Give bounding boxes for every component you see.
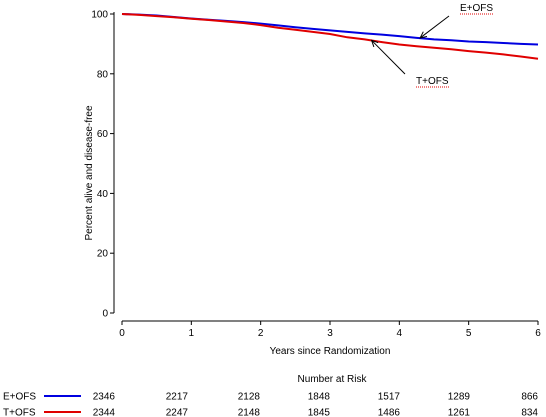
x-tick-label: 4 xyxy=(397,328,403,339)
risk-cell: 834 xyxy=(521,408,538,417)
risk-cell: 2148 xyxy=(238,408,261,417)
annotation-arrow-head xyxy=(419,31,428,39)
annotation-arrow-line xyxy=(371,39,406,75)
y-tick-label: 100 xyxy=(91,10,108,21)
risk-cell: 2346 xyxy=(93,392,116,403)
risk-cell: 2217 xyxy=(166,392,189,403)
x-axis-label: Years since Randomization xyxy=(270,346,391,357)
risk-cell: 2344 xyxy=(93,408,116,417)
risk-table-title: Number at Risk xyxy=(298,374,368,385)
series-lines xyxy=(121,13,539,60)
risk-row-name: E+OFS xyxy=(3,392,36,403)
annotation-arrow-line xyxy=(419,15,450,39)
y-tick-label: 60 xyxy=(97,129,109,140)
risk-cell: 1289 xyxy=(448,392,471,403)
x-tick-label: 5 xyxy=(466,328,472,339)
x-tick-label: 0 xyxy=(119,328,125,339)
risk-cell: 1848 xyxy=(308,392,331,403)
axes: 0 20 40 60 80 100 0 1 2 3 4 5 6 xyxy=(91,10,541,340)
y-tick-label: 40 xyxy=(97,189,109,200)
annotation-label: T+OFS xyxy=(416,76,449,87)
x-tick-label: 2 xyxy=(258,328,264,339)
x-tick-label: 1 xyxy=(189,328,195,339)
risk-cell: 866 xyxy=(521,392,538,403)
x-tick-label: 3 xyxy=(327,328,333,339)
annotation-arrow-head xyxy=(370,39,379,48)
risk-table: Number at Risk E+OFS 2346 2217 2128 1848 1517… xyxy=(3,374,538,417)
risk-cell: 1845 xyxy=(308,408,331,417)
risk-cell: 1486 xyxy=(378,408,401,417)
risk-cell: 2128 xyxy=(238,392,261,403)
risk-row-name: T+OFS xyxy=(3,408,36,417)
y-tick-label: 80 xyxy=(97,69,109,80)
annotation-label: E+OFS xyxy=(460,3,493,14)
series-line-t-ofs xyxy=(121,13,539,60)
x-tick-label: 6 xyxy=(535,328,541,339)
risk-cell: 1517 xyxy=(378,392,401,403)
risk-cell: 2247 xyxy=(166,408,189,417)
y-tick-label: 0 xyxy=(102,309,108,320)
y-axis-label: Percent alive and disease-free xyxy=(84,105,95,241)
risk-cell: 1261 xyxy=(448,408,471,417)
y-tick-label: 20 xyxy=(97,249,109,260)
annotations: E+OFS T+OFS xyxy=(370,3,493,88)
